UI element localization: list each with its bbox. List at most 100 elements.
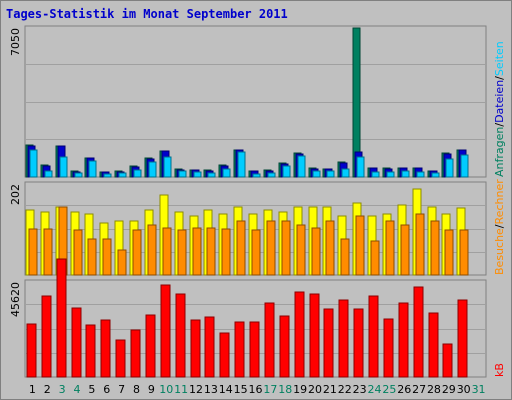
bar-kb-day-29 xyxy=(442,343,453,378)
x-tick-label: 11 xyxy=(174,383,188,396)
x-tick-label: 25 xyxy=(382,383,396,396)
bar-seiten-day-19 xyxy=(297,155,306,178)
bar-seiten-day-7 xyxy=(118,172,127,178)
legend-besuche: Besuche xyxy=(493,228,506,275)
bar-seiten-day-15 xyxy=(237,151,246,178)
bar-rechner-day-11 xyxy=(177,229,187,276)
x-tick-label: 14 xyxy=(219,383,233,396)
bar-seiten-day-13 xyxy=(207,172,216,178)
bar-seiten-day-16 xyxy=(252,173,261,178)
bar-kb-day-16 xyxy=(249,321,260,378)
x-tick-label: 18 xyxy=(278,383,292,396)
bar-seiten-day-22 xyxy=(341,168,350,178)
x-tick-label: 7 xyxy=(118,383,125,396)
bar-kb-day-17 xyxy=(264,302,275,378)
bar-rechner-day-24 xyxy=(370,240,380,276)
bar-seiten-day-27 xyxy=(416,171,425,178)
bar-rechner-day-28 xyxy=(430,220,440,276)
bar-kb-day-22 xyxy=(338,299,349,378)
bar-kb-day-26 xyxy=(398,302,409,378)
bar-rechner-day-30 xyxy=(459,229,469,276)
bar-kb-day-20 xyxy=(309,293,320,378)
bar-rechner-day-23 xyxy=(355,215,365,276)
bar-kb-day-28 xyxy=(428,312,439,378)
bar-rechner-day-29 xyxy=(444,229,454,276)
bar-rechner-day-16 xyxy=(251,229,261,276)
x-tick-label: 24 xyxy=(367,383,381,396)
bar-kb-day-25 xyxy=(383,318,394,378)
bar-kb-day-1 xyxy=(26,323,37,378)
legend-separator: / xyxy=(493,123,506,127)
bar-rechner-day-13 xyxy=(206,227,216,276)
x-tick-label: 10 xyxy=(159,383,173,396)
bar-kb-day-13 xyxy=(204,316,215,378)
bar-seiten-day-10 xyxy=(163,156,172,178)
bar-rechner-day-12 xyxy=(192,227,202,276)
bar-seiten-day-24 xyxy=(371,171,380,178)
x-tick-label: 9 xyxy=(148,383,155,396)
legend-seiten: Seiten xyxy=(493,41,506,76)
x-tick-label: 12 xyxy=(189,383,203,396)
bar-kb-day-2 xyxy=(41,295,52,378)
bar-kb-day-4 xyxy=(71,307,82,378)
x-tick-label: 29 xyxy=(442,383,456,396)
legend-anfragen: Anfragen xyxy=(493,127,506,177)
legend-rechner: Rechner xyxy=(493,179,506,225)
bar-seiten-day-23 xyxy=(356,156,365,178)
x-tick-label: 8 xyxy=(133,383,140,396)
x-tick-label: 31 xyxy=(472,383,486,396)
bar-seiten-day-11 xyxy=(178,170,187,178)
panel-1-ymax-label: 7050 xyxy=(9,28,22,56)
bar-rechner-day-15 xyxy=(236,220,246,276)
bar-rechner-day-25 xyxy=(385,220,395,276)
bar-seiten-day-25 xyxy=(386,171,395,178)
bar-seiten-day-9 xyxy=(148,161,157,178)
bar-seiten-day-17 xyxy=(267,172,276,178)
x-tick-label: 16 xyxy=(249,383,263,396)
bar-rechner-day-14 xyxy=(221,228,231,276)
bar-kb-day-8 xyxy=(130,329,141,378)
bar-seiten-day-21 xyxy=(326,170,335,178)
bar-kb-day-27 xyxy=(413,286,424,378)
x-tick-label: 17 xyxy=(263,383,277,396)
bar-rechner-day-27 xyxy=(415,213,425,276)
bar-kb-day-14 xyxy=(219,332,230,378)
x-tick-label: 1 xyxy=(29,383,36,396)
bar-seiten-day-14 xyxy=(222,168,231,178)
panel-2-ymax-label: 202 xyxy=(9,184,22,205)
bar-rechner-day-5 xyxy=(87,238,97,276)
bar-kb-day-9 xyxy=(145,314,156,378)
legend-separator: / xyxy=(493,76,506,80)
bar-rechner-day-6 xyxy=(102,238,112,276)
x-tick-label: 26 xyxy=(397,383,411,396)
bar-rechner-day-21 xyxy=(325,220,335,276)
bar-rechner-day-22 xyxy=(340,238,350,276)
x-tick-label: 13 xyxy=(204,383,218,396)
x-tick-label: 30 xyxy=(457,383,471,396)
bar-seiten-day-20 xyxy=(312,170,321,178)
panel-1-area xyxy=(24,25,487,178)
x-tick-label: 5 xyxy=(88,383,95,396)
bar-kb-day-3 xyxy=(56,258,67,378)
legend-kb: kB xyxy=(493,363,506,377)
right-legend-group-1: Anfragen/Dateien/Seiten xyxy=(493,41,506,177)
bar-rechner-day-7 xyxy=(117,249,127,276)
bar-kb-day-7 xyxy=(115,339,126,378)
bar-seiten-day-30 xyxy=(460,154,469,178)
bar-kb-day-23 xyxy=(353,308,364,378)
bar-rechner-day-4 xyxy=(73,229,83,276)
bar-kb-day-18 xyxy=(279,315,290,378)
bar-rechner-day-17 xyxy=(266,220,276,276)
x-tick-label: 3 xyxy=(59,383,66,396)
bar-seiten-day-3 xyxy=(59,156,68,178)
bar-seiten-day-29 xyxy=(445,158,454,178)
bar-seiten-day-2 xyxy=(44,170,53,178)
bar-kb-day-30 xyxy=(457,299,468,378)
bar-seiten-day-26 xyxy=(401,170,410,178)
x-tick-label: 4 xyxy=(74,383,81,396)
x-tick-label: 27 xyxy=(412,383,426,396)
bar-kb-day-24 xyxy=(368,295,379,378)
bar-kb-day-11 xyxy=(175,293,186,378)
bar-seiten-day-6 xyxy=(103,173,112,178)
panel-3-ymax-label: 45620 xyxy=(9,282,22,317)
